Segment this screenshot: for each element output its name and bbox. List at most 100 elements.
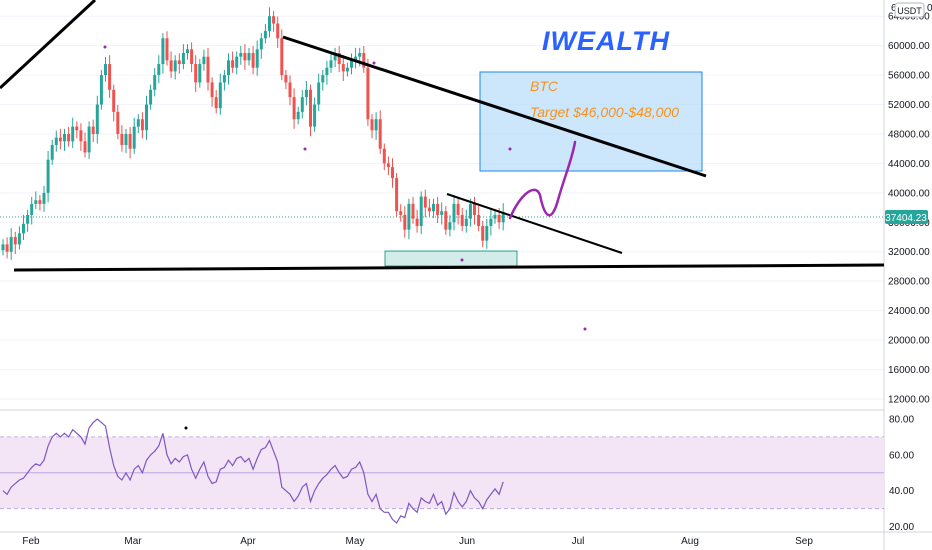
candle-body (128, 133, 132, 149)
short-downtrend-line[interactable] (446, 193, 623, 254)
candle-body (145, 104, 148, 131)
candle-body (116, 111, 120, 134)
candle-body (9, 237, 13, 252)
candle-body (284, 75, 288, 83)
candle-body (157, 64, 161, 76)
candle-body (67, 133, 71, 142)
candle-body (411, 203, 415, 219)
candle-body (120, 133, 124, 146)
candle-body (300, 97, 304, 112)
top-price-fragment-right: 0 (927, 3, 932, 14)
candle-body (149, 89, 153, 105)
candle-body (272, 16, 276, 24)
candle-body (71, 126, 75, 142)
candle-body (493, 214, 497, 219)
candle-body (329, 60, 333, 68)
candle-body (464, 218, 468, 226)
candle-body (210, 82, 214, 98)
projection-path[interactable] (508, 140, 577, 220)
candle-body (235, 56, 239, 68)
upper-left-trendline[interactable] (0, 0, 97, 90)
support-line[interactable] (13, 263, 885, 272)
candle-body (190, 49, 194, 65)
candle-body (456, 203, 460, 215)
support-zone-box[interactable] (384, 250, 518, 267)
candle-body (263, 30, 267, 39)
time-tick-label: Jun (459, 536, 475, 547)
candle-body (337, 52, 341, 65)
candle-body (247, 52, 251, 61)
candle-body (419, 196, 423, 226)
rsi-tick-label: 80.00 (889, 414, 914, 425)
candle-body (304, 89, 308, 98)
candle-body (173, 60, 177, 72)
candle-body (468, 203, 472, 219)
candle-body (26, 214, 30, 224)
candle-body (358, 52, 362, 57)
candle-body (91, 126, 95, 134)
time-axis[interactable]: Feb Mar Apr May Jun Jul Aug Sep (22, 536, 813, 547)
candle-body (407, 203, 411, 230)
brand-watermark: IWEALTH (542, 26, 670, 56)
candle-body (202, 56, 206, 65)
candle-body (395, 178, 399, 212)
candle-body (87, 126, 91, 153)
price-tick-label: 48000.00 (888, 129, 930, 140)
price-tick-label: 32000.00 (888, 247, 930, 258)
candle-body (313, 104, 317, 127)
candle-body (485, 225, 489, 241)
candle-body (75, 126, 79, 131)
candle-body (17, 233, 21, 245)
candle-body (206, 56, 210, 83)
candle-body (243, 52, 247, 61)
price-tick-label: 44000.00 (888, 159, 930, 170)
candle-body (448, 222, 452, 230)
candle-body (136, 119, 140, 127)
candle-body (186, 49, 189, 53)
candle-body (473, 203, 476, 215)
rsi-pane (0, 418, 884, 524)
marker-dot (103, 45, 107, 49)
price-axis[interactable]: 64000.0060000.0056000.0052000.0048000.00… (888, 12, 930, 406)
rsi-tick-label: 60.00 (889, 450, 914, 461)
candle-body (112, 89, 116, 112)
candle-body (345, 67, 349, 72)
candle-body (214, 97, 218, 109)
candle-body (317, 82, 321, 105)
candle-body (63, 133, 66, 142)
candle-body (292, 97, 296, 120)
candle-body (481, 225, 485, 241)
candle-body (227, 60, 230, 76)
time-tick-label: Aug (681, 536, 699, 547)
candle-body (489, 218, 493, 226)
candle-body (341, 64, 345, 72)
candle-body (79, 130, 83, 142)
marker-dot (184, 426, 188, 430)
candle-body (276, 23, 280, 39)
candle-body (161, 38, 165, 65)
candle-body (386, 163, 390, 168)
candle-body (378, 119, 382, 149)
candle-body (382, 148, 386, 164)
candle-body (321, 75, 325, 83)
candle-body (181, 52, 185, 65)
currency-badge[interactable] (894, 2, 925, 18)
main-downtrend-line[interactable] (282, 35, 707, 178)
candle-body (288, 82, 292, 98)
rsi-tick-label: 20.00 (889, 522, 914, 533)
target-box[interactable] (479, 71, 703, 172)
candle-body (460, 214, 464, 226)
candle-body (1, 244, 5, 251)
price-tick-label: 12000.00 (888, 394, 930, 405)
candle-body (140, 119, 144, 131)
rsi-axis[interactable]: 80.00 60.00 40.00 20.00 (889, 414, 914, 533)
time-tick-label: Jul (572, 536, 585, 547)
candle-body (432, 203, 435, 212)
marker-dot (583, 327, 587, 331)
price-tick-label: 40000.00 (888, 188, 930, 199)
time-tick-label: Sep (795, 536, 813, 547)
rsi-line (2, 418, 504, 524)
